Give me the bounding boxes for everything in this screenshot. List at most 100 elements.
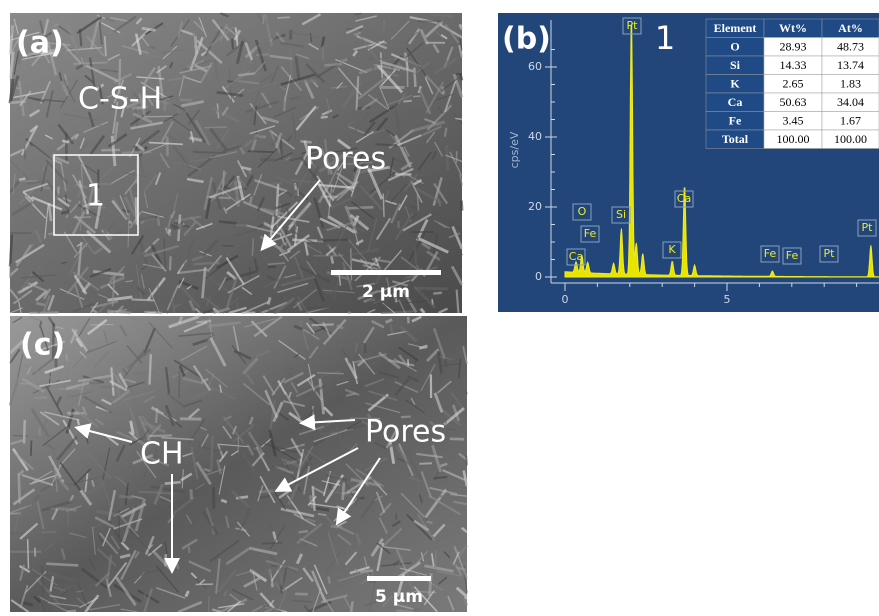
texture: [170, 256, 171, 270]
texture: [142, 28, 156, 30]
texture: [317, 373, 344, 374]
texture: [10, 532, 25, 533]
texture: [461, 201, 462, 211]
texture: [44, 187, 51, 188]
texture: [325, 64, 343, 65]
texture: [419, 463, 432, 464]
table-text: 48.73: [837, 40, 864, 54]
peak-label: Ca: [677, 192, 691, 205]
scale-bar: [331, 270, 441, 275]
texture: [411, 207, 418, 208]
texture: [383, 194, 384, 217]
texture: [356, 343, 357, 352]
region-label: 1: [655, 19, 675, 57]
peak-label: O: [578, 205, 587, 218]
annotation: Pores: [305, 142, 386, 177]
texture: [417, 194, 418, 210]
peak-label: Fe: [764, 247, 777, 260]
table-text: 2.65: [783, 77, 804, 91]
peak-label: Pt: [862, 221, 874, 234]
texture: [221, 500, 227, 502]
texture: [321, 117, 328, 118]
texture: [198, 317, 212, 318]
texture: [433, 293, 442, 294]
texture: [19, 474, 20, 504]
texture: [24, 420, 25, 443]
texture: [28, 539, 29, 569]
table-text: Total: [722, 132, 749, 146]
table-text: 1.83: [840, 77, 861, 91]
texture: [466, 391, 467, 394]
texture: [194, 263, 219, 265]
texture: [19, 178, 25, 179]
texture: [446, 145, 448, 170]
panel-label: (a): [16, 26, 64, 61]
texture: [310, 495, 312, 507]
table-text: At%: [838, 21, 863, 35]
texture: [413, 96, 420, 97]
texture: [193, 152, 226, 153]
sem-image: [10, 316, 467, 612]
texture: [10, 102, 26, 103]
table-text: Si: [730, 58, 741, 72]
table-text: Wt%: [779, 21, 807, 35]
texture: [290, 97, 301, 99]
texture: [195, 36, 196, 54]
scale-bar: [367, 576, 431, 581]
texture: [262, 543, 282, 544]
texture: [147, 312, 156, 313]
y-axis-label: cps/eV: [508, 131, 521, 168]
scale-label: 2 μm: [362, 282, 410, 302]
peak-label: Pt: [627, 19, 639, 32]
scale-label: 5 μm: [375, 587, 423, 607]
table-text: O: [730, 40, 739, 54]
table-text: 13.74: [837, 58, 864, 72]
texture: [370, 244, 379, 245]
table-text: 100.00: [777, 132, 810, 146]
table-text: 3.45: [783, 114, 804, 128]
texture: [205, 127, 228, 128]
texture: [158, 215, 159, 226]
texture: [219, 222, 236, 224]
texture: [272, 465, 284, 466]
table-text: 34.04: [837, 95, 864, 109]
texture: [105, 36, 106, 56]
texture: [317, 240, 348, 241]
texture: [318, 514, 327, 515]
texture: [150, 354, 151, 384]
texture: [256, 54, 269, 55]
panel-a: (a) C-S-H 1 Pores 2 μm: [10, 13, 462, 313]
texture: [426, 522, 432, 523]
table-text: Fe: [729, 114, 742, 128]
x-tick-label: 5: [724, 293, 731, 306]
texture: [268, 267, 277, 268]
annotation: C-S-H: [78, 82, 162, 117]
texture: [466, 455, 467, 465]
texture: [232, 39, 233, 50]
panel-label: (b): [502, 22, 551, 57]
y-tick-label: 0: [535, 270, 542, 283]
texture: [287, 368, 293, 369]
texture: [180, 100, 192, 101]
texture: [450, 439, 464, 440]
texture: [268, 297, 270, 304]
table-text: Element: [714, 21, 757, 35]
texture: [414, 288, 447, 289]
texture: [304, 307, 334, 308]
panel-label: (c): [20, 328, 65, 363]
texture: [101, 387, 114, 388]
texture: [284, 96, 285, 111]
texture: [42, 566, 43, 593]
y-tick-label: 20: [528, 200, 542, 213]
texture: [269, 569, 270, 584]
texture: [354, 14, 361, 15]
texture: [331, 257, 333, 264]
texture: [260, 159, 276, 160]
table-text: 1.67: [840, 114, 861, 128]
texture: [119, 496, 132, 497]
texture: [189, 547, 190, 553]
panel-c: (c) CH Pores 5 μm: [10, 316, 467, 612]
texture: [290, 30, 291, 39]
texture: [179, 371, 180, 397]
